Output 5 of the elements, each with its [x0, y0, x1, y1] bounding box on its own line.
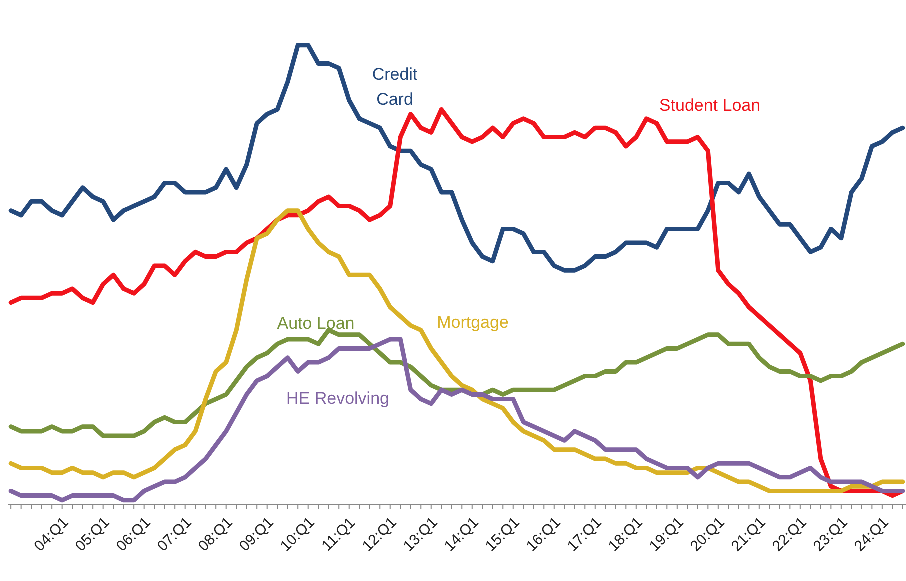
series-label: Student Loan	[658, 95, 762, 117]
series-label: Credit Card	[371, 64, 419, 111]
series-label: HE Revolving	[286, 388, 390, 410]
series-label: Auto Loan	[276, 313, 356, 335]
series-label: Mortgage	[436, 312, 510, 334]
